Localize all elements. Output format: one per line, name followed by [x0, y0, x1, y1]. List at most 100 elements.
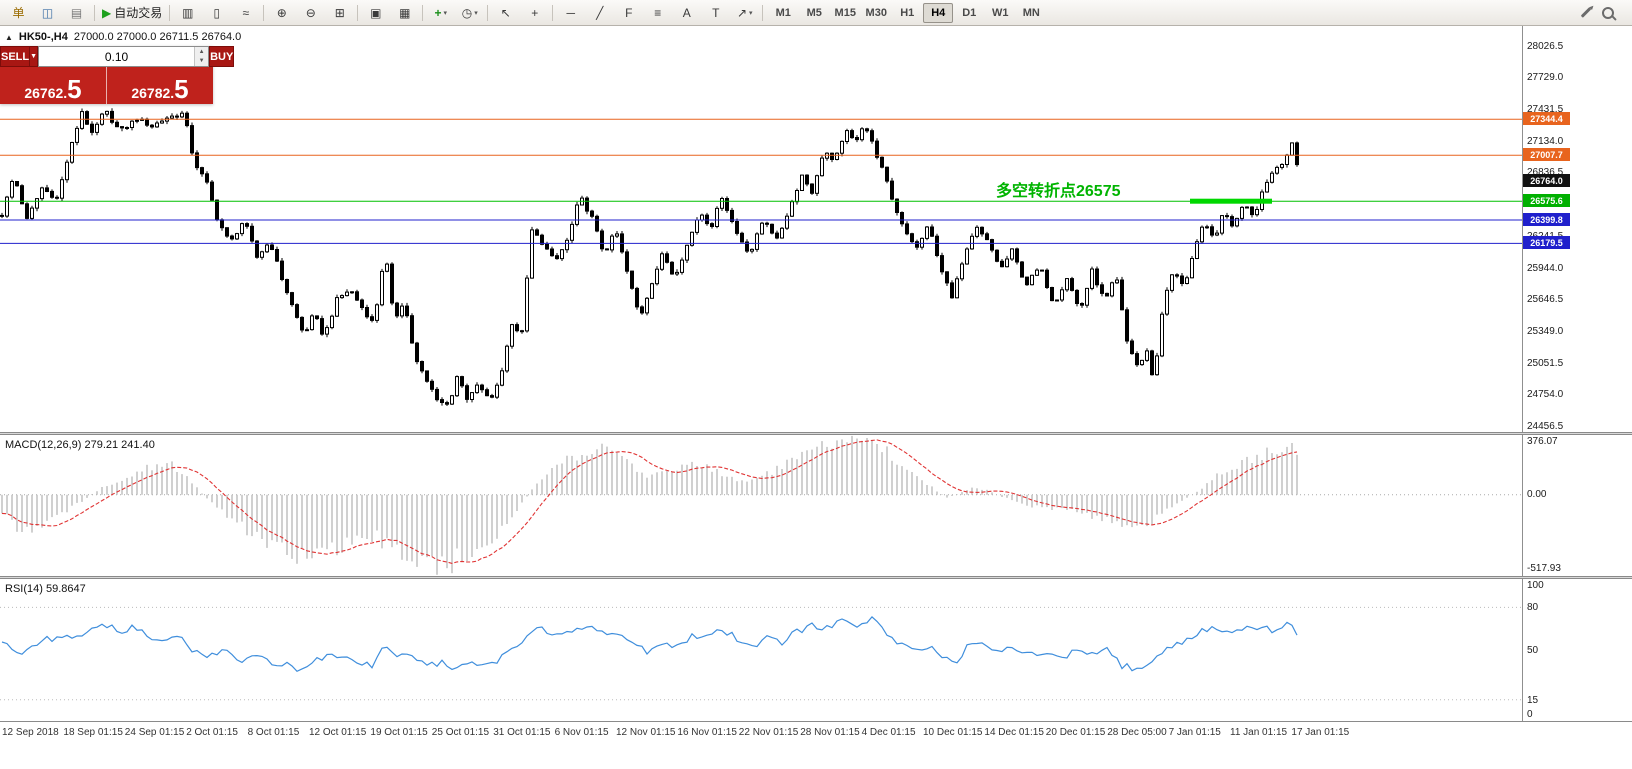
timeframe-button-mn[interactable]: MN [1022, 6, 1040, 19]
bar-chart-icon: ▥ [182, 5, 194, 20]
periods-button[interactable]: ◷ ▾ [455, 2, 484, 24]
horizontal-line-button[interactable]: ─ [556, 2, 585, 24]
candlestick-chart-button[interactable]: ▯ [202, 2, 231, 24]
profiles-button[interactable]: ▤ [62, 2, 91, 24]
buy-price[interactable]: 26782. 5 [106, 67, 213, 104]
macd-axis-tick: 0.00 [1527, 489, 1547, 500]
buy-price-main: 26782. [131, 85, 175, 101]
macd-axis[interactable]: 376.07 0.00 -517.93 [1523, 435, 1632, 576]
zoom-out-button[interactable]: ⊖ [296, 2, 325, 24]
time-axis-label: 20 Dec 01:15 [1045, 727, 1106, 738]
volume-input[interactable] [39, 47, 195, 66]
order-icon: 单 [12, 5, 25, 20]
play-icon: ▶ [102, 5, 112, 20]
main-chart-area[interactable]: 多空转折点26575 ▲ HK50-,H4 27000.0 27000.0 26… [0, 26, 1523, 432]
search-icon[interactable] [1602, 6, 1614, 19]
panel-separator[interactable] [0, 576, 1632, 579]
macd-signal-line [1, 439, 1298, 564]
timeframe-button-w1[interactable]: W1 [992, 6, 1009, 19]
volume-field: ▲ ▼ [38, 46, 210, 67]
time-axis-label: 18 Sep 01:15 [63, 727, 123, 738]
time-axis-label: 12 Oct 01:15 [309, 727, 367, 738]
toolbar-separator [169, 4, 171, 21]
trade-options-dropdown[interactable]: ▼ [30, 46, 39, 67]
volume-spinner: ▲ ▼ [194, 47, 209, 66]
channel-icon: ≡ [654, 5, 662, 20]
buy-price-big: 5 [174, 73, 189, 104]
macd-label: MACD(12,26,9) 279.21 241.40 [5, 439, 155, 451]
line-chart-button[interactable]: ≈ [231, 2, 260, 24]
time-axis[interactable]: 12 Sep 2018 18 Sep 01:15 24 Sep 01:15 2 Oct… [0, 721, 1632, 745]
toolbar-separator [762, 4, 764, 21]
price-tag: 26399.8 [1523, 213, 1570, 226]
volume-increase-button[interactable]: ▲ [195, 47, 209, 57]
trendline-button[interactable]: ╱ [585, 2, 614, 24]
indicators-button[interactable]: + ▾ [426, 2, 455, 24]
autotrade-button-label: 自动交易 [114, 6, 163, 20]
candlestick-canvas: 多空转折点26575 [0, 108, 1522, 406]
fibonacci-icon: F [625, 5, 633, 20]
time-axis-label: 14 Dec 01:15 [984, 727, 1044, 738]
profiles-icon: ▤ [70, 5, 83, 20]
label-icon: T [712, 5, 720, 20]
edit-pencil-icon[interactable] [1580, 7, 1592, 18]
text-button[interactable]: A [672, 2, 701, 24]
price-tag: 27344.4 [1523, 112, 1570, 125]
timeframe-button-m30[interactable]: M30 [865, 6, 887, 19]
crosshair-button[interactable]: + [520, 2, 549, 24]
highlight-segment [1190, 198, 1272, 204]
zoom-in-icon: ⊕ [276, 5, 287, 20]
chevron-down-icon: ▾ [749, 9, 753, 17]
volume-decrease-button[interactable]: ▼ [195, 56, 209, 66]
candlestick-chart-icon: ▯ [213, 5, 221, 20]
timeframe-button-m1[interactable]: M1 [775, 6, 791, 19]
sell-price[interactable]: 26762. 5 [0, 67, 106, 104]
timeframe-button-m5[interactable]: M5 [806, 6, 822, 19]
chevron-down-icon: ▼ [30, 53, 38, 60]
price-axis-tick: 24456.5 [1527, 421, 1564, 432]
tile-windows-button[interactable]: ⊞ [325, 2, 354, 24]
fibonacci-button[interactable]: F [614, 2, 643, 24]
rsi-axis[interactable]: 100 80 50 15 0 [1523, 579, 1632, 721]
zoom-out-icon: ⊖ [305, 5, 316, 20]
rsi-axis-tick: 100 [1527, 580, 1544, 591]
buy-button[interactable]: BUY [209, 46, 235, 67]
cursor-button[interactable]: ↖ [491, 2, 520, 24]
bar-chart-button[interactable]: ▥ [173, 2, 202, 24]
rsi-axis-tick: 0 [1527, 709, 1533, 720]
timeframe-button-m15[interactable]: M15 [834, 6, 856, 19]
timeframe-button-h4[interactable]: H4 [923, 2, 954, 23]
time-axis-label: 28 Dec 05:00 [1107, 727, 1167, 738]
rsi-axis-tick: 15 [1527, 695, 1539, 706]
autotrade-button[interactable]: ▶ 自动交易 [98, 2, 166, 24]
timeframe-button-d1[interactable]: D1 [962, 6, 977, 19]
arrange-windows-button[interactable]: ▣ [361, 2, 390, 24]
toolbar-separator [357, 4, 359, 21]
rsi-panel[interactable]: RSI(14) 59.8647 [0, 579, 1523, 721]
channel-button[interactable]: ≡ [643, 2, 672, 24]
plus-icon: + [434, 5, 442, 20]
symbol-marker-icon: ▲ [5, 32, 13, 42]
label-button[interactable]: T [701, 2, 730, 24]
rsi-label: RSI(14) 59.8647 [5, 583, 86, 595]
toolbar-separator [422, 4, 424, 21]
cascade-icon: ▦ [399, 5, 411, 20]
cascade-windows-button[interactable]: ▦ [390, 2, 419, 24]
timeframe-button-h1[interactable]: H1 [900, 6, 915, 19]
tile-windows-icon: ⊞ [334, 5, 345, 20]
new-order-button[interactable]: 单 [4, 2, 33, 24]
symbol-period-label: HK50-,H4 [18, 31, 68, 43]
time-axis-label: 28 Nov 01:15 [800, 727, 860, 738]
sell-price-big: 5 [67, 73, 82, 104]
zoom-in-button[interactable]: ⊕ [267, 2, 296, 24]
macd-panel[interactable]: MACD(12,26,9) 279.21 241.40 [0, 435, 1523, 576]
panel-separator[interactable] [0, 432, 1632, 435]
charts-window-button[interactable]: ◫ [33, 2, 62, 24]
time-axis-label: 31 Oct 01:15 [493, 727, 551, 738]
price-axis-tick: 24754.0 [1527, 389, 1564, 400]
arrows-button[interactable]: ↗ ▾ [730, 2, 759, 24]
time-axis-label: 4 Dec 01:15 [861, 727, 916, 738]
price-axis[interactable]: 28026.527729.027431.527134.026836.526539… [1523, 26, 1632, 432]
sell-button[interactable]: SELL [0, 46, 31, 67]
sell-price-main: 26762. [24, 85, 68, 101]
